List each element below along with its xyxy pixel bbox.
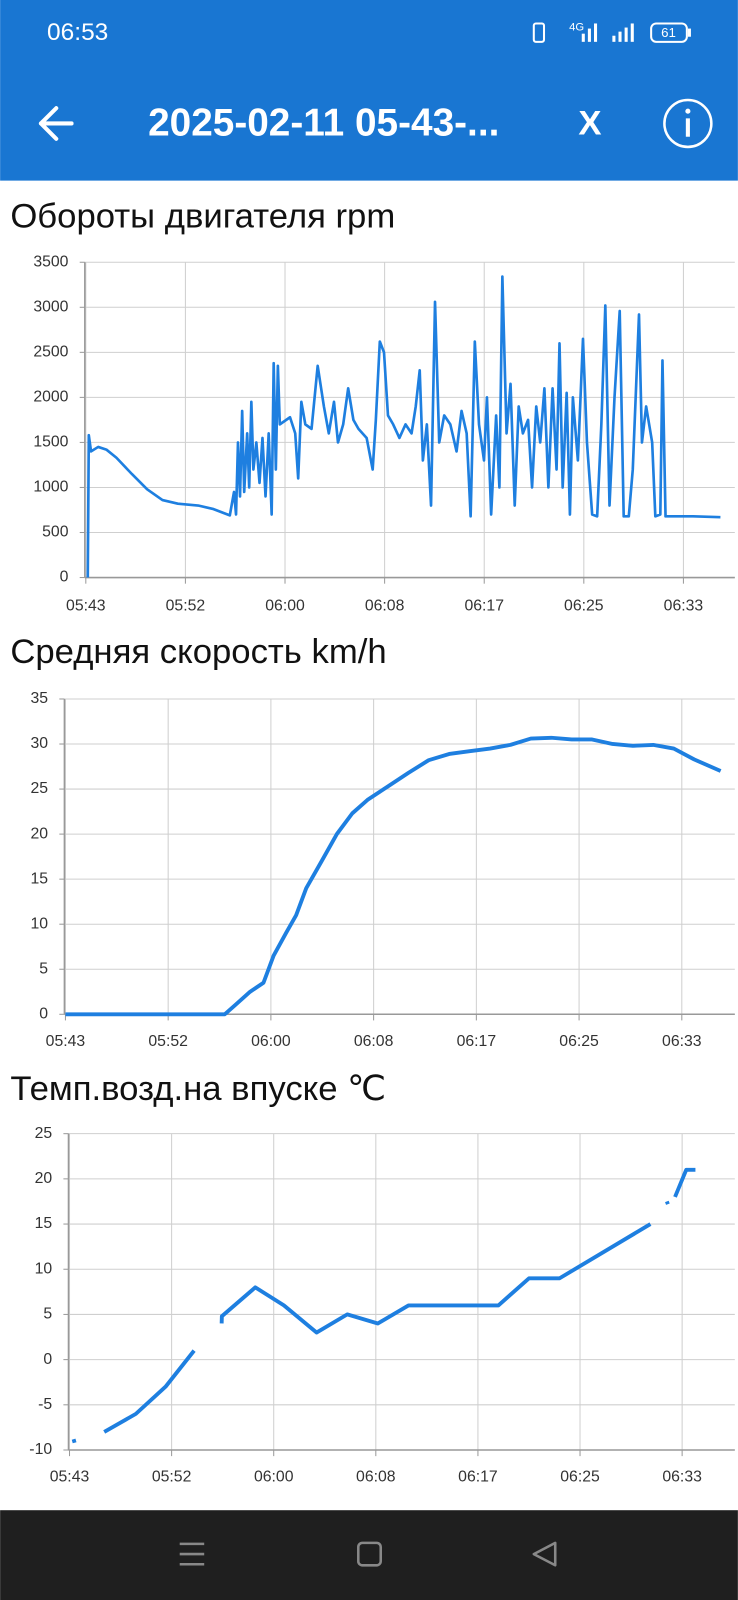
y-tick-label: 10 [31,915,49,932]
x-tick-label: 05:43 [66,597,106,614]
signal-bar [594,23,598,42]
signal-bar [581,33,585,42]
y-tick-label: 35 [31,690,49,707]
battery-outline [650,22,688,43]
x-tick-label: 05:43 [50,1469,90,1486]
signal-bar [630,23,634,42]
x-tick-label: 06:33 [664,597,704,614]
data-line [71,1167,696,1444]
nav-home[interactable] [357,1541,383,1567]
x-tick-label: 06:00 [254,1469,294,1486]
x-tick-label: 06:00 [251,1033,291,1050]
x-tick-label: 06:17 [458,1469,498,1486]
status-icons: 4G 61 [532,22,691,43]
info-button[interactable] [663,98,713,149]
battery-tip [687,28,691,37]
status-time: 06:53 [47,19,108,46]
x-tick-label: 06:25 [564,597,604,614]
y-tick-label: -10 [29,1441,52,1458]
y-tick-label: 3000 [33,298,68,315]
x-tick-label: 06:00 [265,597,305,614]
y-tick-label: 0 [60,569,69,586]
x-tick-label: 06:08 [365,597,405,614]
y-tick-label: 5 [39,960,48,977]
app-title: 2025-02-11 05-43-... [148,102,499,145]
signal-bar [624,27,628,42]
y-tick-label: 3500 [33,253,68,270]
y-tick-label: 2000 [33,389,68,406]
x-tick-label: 05:43 [46,1033,86,1050]
info-stem [685,118,690,137]
x-tick-label: 06:17 [464,597,504,614]
network-type: 4G [569,22,584,34]
y-tick-label: 0 [43,1351,52,1368]
y-tick-label: -5 [38,1396,52,1413]
x-tick-label: 06:08 [356,1469,396,1486]
y-tick-label: 1000 [33,479,68,496]
y-tick-label: 25 [31,780,49,797]
vibrate-icon [532,22,546,43]
nav-bar [0,1510,738,1600]
y-tick-label: 2500 [33,344,68,361]
signal-bar [587,28,591,42]
battery-level: 61 [661,25,676,40]
x-tick-label: 06:25 [560,1469,600,1486]
chart-title: Средняя скорость km/h [10,633,386,671]
x-tick-label: 06:33 [662,1469,702,1486]
y-tick-label: 15 [35,1215,53,1232]
data-line [65,735,722,1017]
nav-back[interactable] [532,1541,557,1567]
y-tick-label: 0 [39,1005,48,1022]
y-tick-label: 20 [35,1170,53,1187]
y-tick-label: 5 [43,1306,52,1323]
y-tick-label: 500 [42,524,69,541]
data-line [86,275,721,578]
chart-title: Темп.возд.на впуске ℃ [10,1070,386,1108]
back-button[interactable] [38,106,74,141]
x-tick-label: 05:52 [152,1469,192,1486]
x-tick-label: 06:17 [457,1033,497,1050]
x-tick-label: 06:33 [662,1033,702,1050]
chart: Темп.возд.на впуске ℃ -10 -5 0 5 10 15 20 25 05:4… [10,1070,735,1486]
x-tick-label: 05:52 [166,597,206,614]
x-tick-label: 06:08 [354,1033,394,1050]
chart: Обороты двигателя rpm 0 500 1000 1500 2000 250… [10,198,735,614]
y-tick-label: 15 [31,870,49,887]
chart: Средняя скорость km/h 0 5 10 15 20 25 30 35 05:43… [10,633,735,1050]
nav-menu[interactable] [179,1542,205,1566]
y-tick-label: 25 [35,1125,53,1142]
chart-title: Обороты двигателя rpm [10,198,395,236]
y-tick-label: 20 [31,825,49,842]
info-circle [663,98,713,149]
info-dot [685,108,691,114]
y-tick-label: 1500 [33,434,68,451]
x-tick-label: 05:52 [148,1033,188,1050]
signal-bar [612,35,616,42]
x-tick-label: 06:25 [559,1033,599,1050]
close-button[interactable]: X [578,105,601,143]
y-tick-label: 30 [31,735,49,752]
signal-bar [618,31,622,42]
app-header [0,0,738,181]
y-tick-label: 10 [35,1260,53,1277]
